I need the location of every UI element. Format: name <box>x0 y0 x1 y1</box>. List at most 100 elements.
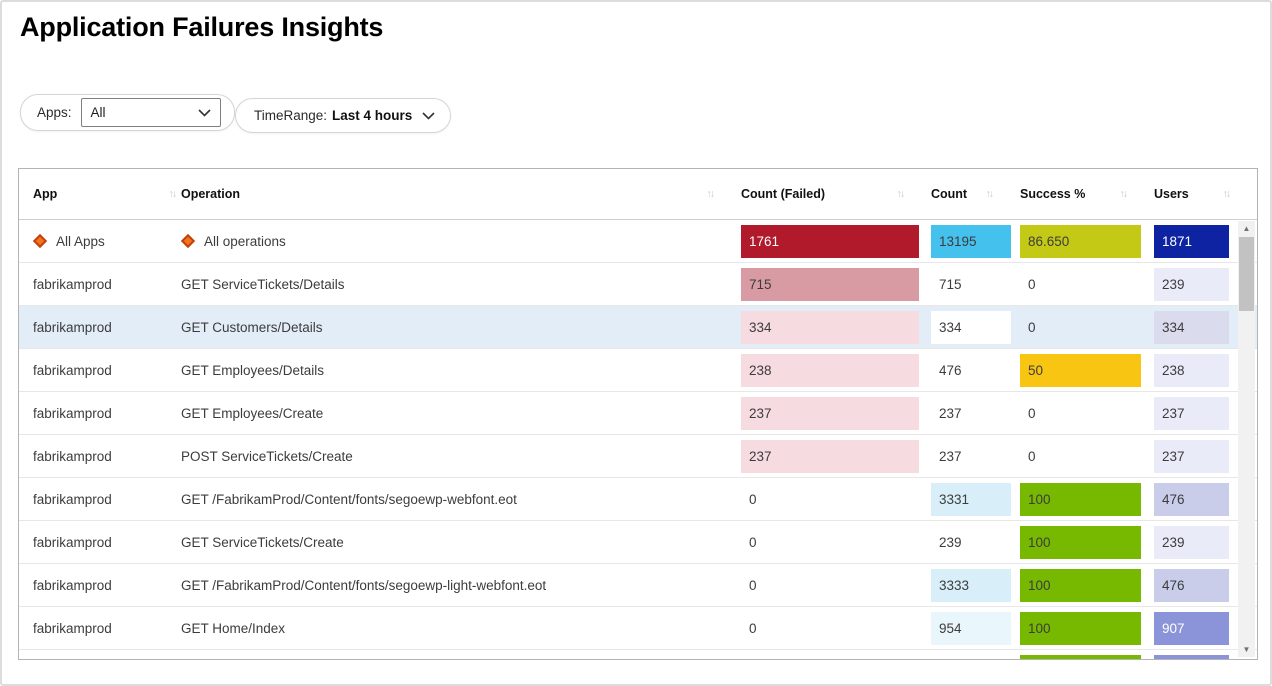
table-row[interactable]: fabrikamprod GET Employees/Details 238 476 5… <box>19 349 1257 392</box>
sort-icon[interactable]: ↑↓ <box>168 188 177 200</box>
count-value-bar: 476 <box>939 362 962 378</box>
chevron-down-icon <box>422 108 435 123</box>
table-row[interactable]: fabrikamprod GET ServiceTickets/Create 0 23… <box>19 521 1257 564</box>
count-value-bar: 3333 <box>931 568 1011 602</box>
scrollbar-thumb[interactable] <box>1239 237 1254 311</box>
count-cell: 3333 <box>931 568 1020 602</box>
success-cell: 50 <box>1020 353 1154 387</box>
operations-table: App ↑↓ Operation ↑↓ Count (Failed) ↑↓ Co… <box>18 168 1258 660</box>
users-value-bar: 239 <box>1154 267 1229 301</box>
success-value-bar: 50 <box>1020 353 1141 387</box>
count-cell: 954 <box>931 611 1020 645</box>
table-row[interactable]: fabrikamprod GET /FabrikamProd/Content/fo… <box>19 564 1257 607</box>
scroll-down-icon[interactable]: ▼ <box>1242 645 1251 654</box>
success-value-bar: 100 <box>1020 482 1141 516</box>
op-cell: GET Employees/Details <box>181 363 741 378</box>
users-cell: 334 <box>1154 310 1257 344</box>
count-cell: 237 <box>931 397 1020 430</box>
users-cell: 237 <box>1154 439 1257 473</box>
sort-icon[interactable]: ↑↓ <box>896 188 905 200</box>
column-header-count-failed[interactable]: Count (Failed) ↑↓ <box>741 187 931 201</box>
sort-icon[interactable]: ↑↓ <box>706 188 715 200</box>
table-row[interactable]: All Apps All operations 1761 13195 86.650 187… <box>19 220 1257 263</box>
app-name: fabrikamprod <box>33 448 112 464</box>
apps-select[interactable]: All <box>80 98 221 127</box>
operation-name: POST ServiceTickets/Create <box>181 448 353 464</box>
failed-value-bar: 238 <box>741 353 919 387</box>
success-cell: 86.650 <box>1020 224 1154 258</box>
app-name: fabrikamprod <box>33 405 112 421</box>
users-cell: 237 <box>1154 396 1257 430</box>
sort-icon[interactable]: ↑↓ <box>985 188 994 200</box>
table-row[interactable]: fabrikamprod GET Home/Index 0 954 100 907 <box>19 607 1257 650</box>
table-row[interactable]: fabrikamprod GET ServiceTickets/Details 71… <box>19 263 1257 306</box>
operation-name: GET Home/Index <box>181 620 286 636</box>
success-cell: 0 <box>1020 311 1154 344</box>
app-cell: fabrikamprod <box>33 492 181 507</box>
count-value-bar: 13195 <box>931 224 1011 258</box>
count-value-bar: 237 <box>939 448 962 464</box>
column-header-app[interactable]: App ↑↓ <box>33 187 181 201</box>
app-cell: fabrikamprod <box>33 535 181 550</box>
users-value-bar: 1871 <box>1154 224 1229 258</box>
app-name: fabrikamprod <box>33 319 112 335</box>
apps-filter: Apps: All <box>20 94 235 131</box>
success-value-bar: 100 <box>1020 525 1141 559</box>
app-cell: fabrikamprod <box>33 277 181 292</box>
success-cell <box>1020 654 1154 659</box>
column-header-users[interactable]: Users ↑↓ <box>1154 187 1257 201</box>
users-cell: 476 <box>1154 568 1257 602</box>
table-row[interactable]: fabrikamprod GET Employees/Create 237 237 0 2… <box>19 392 1257 435</box>
sort-icon[interactable]: ↑↓ <box>1222 188 1231 200</box>
vertical-scrollbar[interactable]: ▲ ▼ <box>1238 221 1255 657</box>
op-cell: GET /FabrikamProd/Content/fonts/segoewp-… <box>181 492 741 507</box>
column-header-success[interactable]: Success % ↑↓ <box>1020 187 1154 201</box>
timerange-filter[interactable]: TimeRange: Last 4 hours <box>235 98 452 133</box>
app-name: All Apps <box>56 233 105 249</box>
column-header-count[interactable]: Count ↑↓ <box>931 187 1020 201</box>
operation-name: GET Employees/Details <box>181 362 325 378</box>
column-label: Operation <box>181 187 241 201</box>
diamond-icon <box>33 233 48 249</box>
op-cell: GET /FabrikamProd/Content/fonts/segoewp-… <box>181 578 741 593</box>
failed-cell: 0 <box>741 612 931 645</box>
app-cell: fabrikamprod <box>33 363 181 378</box>
failed-value-bar: 715 <box>741 267 919 301</box>
app-cell: All Apps <box>33 234 181 249</box>
operation-name: GET /FabrikamProd/Content/fonts/segoewp-… <box>181 577 547 593</box>
failed-value-bar <box>741 655 919 660</box>
failed-value-bar: 1761 <box>741 224 919 258</box>
success-value-bar: 0 <box>1028 276 1036 292</box>
success-cell: 100 <box>1020 525 1154 559</box>
table-row[interactable]: fabrikamprod POST ServiceTickets/Create 23… <box>19 435 1257 478</box>
count-cell: 334 <box>931 310 1020 344</box>
failed-cell <box>741 655 931 660</box>
count-cell: 239 <box>931 526 1020 559</box>
column-label: Users <box>1154 187 1189 201</box>
failed-cell: 0 <box>741 483 931 516</box>
table-row[interactable]: fabrikamprod GET /FabrikamProd/Content/fo… <box>19 478 1257 521</box>
success-cell: 100 <box>1020 482 1154 516</box>
apps-filter-label: Apps: <box>37 105 72 120</box>
operation-name: All operations <box>204 233 286 249</box>
failed-cell: 237 <box>741 396 931 430</box>
success-value-bar: 0 <box>1028 319 1036 335</box>
sort-icon[interactable]: ↑↓ <box>1119 188 1128 200</box>
page-title: Application Failures Insights <box>20 12 384 42</box>
scroll-up-icon[interactable]: ▲ <box>1242 224 1251 233</box>
success-cell: 0 <box>1020 268 1154 301</box>
failed-cell: 238 <box>741 353 931 387</box>
table-row[interactable] <box>19 650 1257 659</box>
failed-cell: 334 <box>741 310 931 344</box>
users-value-bar <box>1154 654 1229 659</box>
op-cell: All operations <box>181 234 741 249</box>
column-header-operation[interactable]: Operation ↑↓ <box>181 187 741 201</box>
count-value-bar: 715 <box>939 276 962 292</box>
app-name: fabrikamprod <box>33 362 112 378</box>
failed-cell: 715 <box>741 267 931 301</box>
app-cell: fabrikamprod <box>33 621 181 636</box>
failed-value-bar: 0 <box>749 620 757 636</box>
table-row[interactable]: fabrikamprod GET Customers/Details 334 334 0… <box>19 306 1257 349</box>
op-cell: GET ServiceTickets/Create <box>181 535 741 550</box>
column-label: Success % <box>1020 187 1086 201</box>
